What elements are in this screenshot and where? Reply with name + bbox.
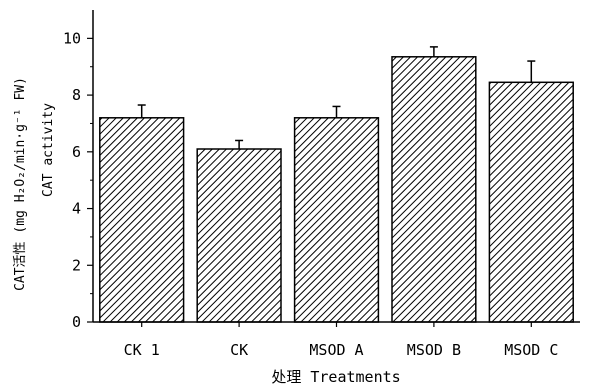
error-bar-ck-1 <box>137 104 146 118</box>
y-ticks: 0 2 4 6 8 10 <box>63 29 93 331</box>
bar-msod-b <box>391 56 477 323</box>
x-tick-label: CK 1 <box>124 341 160 359</box>
bar-ck-1 <box>99 117 185 323</box>
error-bar-msod-c <box>527 60 536 83</box>
y-axis-label-line1: CAT活性 (mg H₂O₂/min·g⁻¹ FW) <box>13 77 28 291</box>
error-bars-layer <box>137 46 536 149</box>
x-ticks: CK 1 CK MSOD A MSOD B MSOD C <box>124 322 558 359</box>
x-tick-label: CK <box>230 341 248 359</box>
bar-msod-a <box>293 117 380 323</box>
error-bar-msod-a <box>332 105 341 118</box>
y-tick-label: 2 <box>72 256 81 274</box>
x-tick-label: MSOD A <box>309 341 363 359</box>
bar-msod-c <box>488 81 574 323</box>
error-bar-ck <box>235 139 244 149</box>
y-axis-label-line2: CAT activity <box>41 103 56 197</box>
x-tick-label: MSOD B <box>407 341 461 359</box>
x-axis-label: 处理 Treatments <box>271 368 400 386</box>
y-tick-label: 6 <box>72 143 81 161</box>
bars-layer <box>99 56 574 323</box>
y-tick-label: 4 <box>72 200 81 218</box>
y-tick-label: 10 <box>63 29 81 47</box>
y-tick-label: 8 <box>72 86 81 104</box>
x-tick-label: MSOD C <box>504 341 558 359</box>
error-bar-msod-b <box>429 46 438 57</box>
y-tick-label: 0 <box>72 313 81 331</box>
bar-ck <box>196 148 282 323</box>
